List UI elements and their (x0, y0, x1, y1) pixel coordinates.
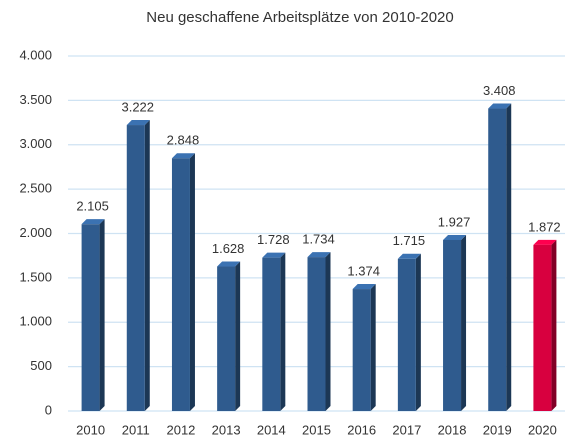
value-label: 1.734 (302, 232, 335, 247)
bar-side (370, 284, 376, 411)
value-label: 1.628 (212, 241, 245, 256)
bar (307, 257, 326, 411)
bar (126, 125, 145, 412)
bar-side (506, 103, 512, 411)
value-label: 3.222 (121, 99, 154, 114)
bar-top (262, 252, 286, 258)
bar-side (189, 153, 195, 412)
bar-top (488, 103, 512, 109)
bar-side (235, 261, 241, 411)
value-label: 1.927 (438, 214, 471, 229)
x-tick-label: 2012 (166, 422, 195, 437)
bar (352, 289, 371, 411)
x-tick-label: 2015 (302, 422, 331, 437)
y-tick-label: 2.000 (19, 225, 52, 240)
bar-side (144, 120, 150, 412)
y-tick-label: 500 (30, 358, 52, 373)
bar (443, 239, 462, 411)
value-label: 1.715 (393, 233, 426, 248)
bar-side (325, 252, 331, 411)
y-tick-label: 2.500 (19, 181, 52, 196)
bar (397, 258, 416, 411)
y-tick-label: 1.500 (19, 269, 52, 284)
bar-top (352, 284, 376, 290)
bar-side (415, 253, 421, 411)
x-tick-label: 2014 (257, 422, 286, 437)
bar-top (307, 252, 331, 258)
bar (171, 158, 190, 411)
x-tick-label: 2018 (438, 422, 467, 437)
bar-top (533, 239, 557, 245)
y-tick-label: 3.000 (19, 136, 52, 151)
bar-side (461, 234, 467, 411)
y-tick-label: 1.000 (19, 314, 52, 329)
value-label: 3.408 (483, 83, 516, 98)
value-label: 2.105 (76, 199, 109, 214)
bar-side (280, 252, 286, 411)
value-label: 2.848 (167, 133, 200, 148)
x-tick-label: 2011 (122, 422, 150, 437)
y-tick-label: 4.000 (19, 47, 52, 62)
bar (533, 244, 552, 411)
value-label: 1.872 (528, 219, 561, 234)
bar (81, 224, 100, 411)
y-tick-label: 0 (45, 402, 52, 417)
bar (488, 108, 507, 411)
bar-top (217, 261, 241, 267)
bar-top (126, 120, 150, 126)
x-tick-label: 2016 (347, 422, 376, 437)
value-label: 1.374 (347, 263, 380, 278)
x-tick-label: 2017 (392, 422, 421, 437)
bar-top (171, 153, 195, 159)
bar-side (551, 239, 557, 411)
x-tick-label: 2010 (76, 422, 105, 437)
bar-side (99, 219, 105, 411)
x-tick-label: 2013 (212, 422, 241, 437)
value-label: 1.728 (257, 232, 290, 247)
bar-top (443, 234, 467, 240)
y-tick-label: 3.500 (19, 92, 52, 107)
bar-top (397, 253, 421, 259)
x-tick-label: 2019 (483, 422, 512, 437)
chart-title: Neu geschaffene Arbeitsplätze von 2010-2… (146, 9, 453, 26)
bar (217, 266, 236, 411)
x-tick-label: 2020 (528, 422, 557, 437)
bar (262, 257, 281, 411)
bar-top (81, 219, 105, 225)
